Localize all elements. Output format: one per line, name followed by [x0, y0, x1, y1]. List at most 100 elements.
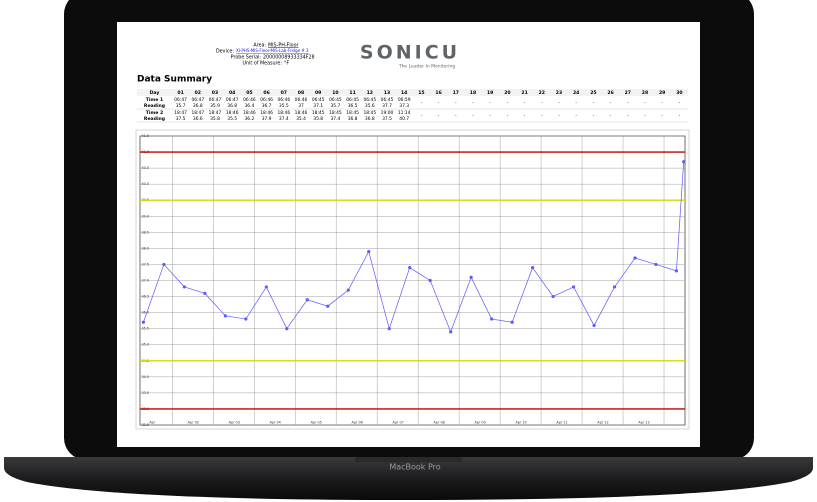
- data-point: [490, 317, 493, 320]
- table-cell: 06:45: [329, 97, 342, 103]
- table-cell: 40.7: [399, 116, 409, 122]
- table-cell: 06:47: [209, 97, 222, 103]
- table-header-cell: 22: [539, 90, 545, 96]
- table-header-cell: 11: [349, 90, 355, 96]
- table-header-cell: 30: [676, 90, 682, 96]
- table-row-label: Time 1: [146, 97, 163, 103]
- data-point: [682, 160, 685, 163]
- x-tick-label: Apr 11: [556, 421, 567, 425]
- y-tick-label: 38.0: [142, 246, 150, 250]
- table-cell: 35.4: [296, 116, 306, 122]
- data-point: [183, 285, 186, 288]
- y-tick-label: 35.0: [142, 343, 150, 347]
- table-cell: 36.8: [227, 103, 237, 109]
- x-tick-label: Apr 04: [270, 421, 281, 425]
- table-cell: 18:47: [191, 110, 204, 116]
- table-cell: 36.6: [193, 116, 203, 122]
- table-cell: 37.1: [313, 103, 323, 109]
- table-row-label: Reading: [144, 103, 165, 109]
- table-cell: 06:45: [312, 97, 325, 103]
- x-tick-label: Apr 02: [188, 421, 199, 425]
- y-tick-label: 36.5: [142, 295, 150, 299]
- table-row-label: Time 2: [146, 110, 163, 116]
- data-point: [142, 321, 145, 324]
- table-cell: 06:46: [295, 97, 308, 103]
- table-cell: 06:47: [174, 97, 187, 103]
- device-label: Device:: [216, 49, 234, 55]
- table-header-cell: 25: [590, 90, 596, 96]
- y-tick-label: 40.5: [142, 166, 150, 170]
- table-cell: 36.8: [193, 103, 203, 109]
- trackpad-notch: [355, 457, 462, 462]
- table-header-cell: Day: [150, 90, 160, 96]
- table-header-cell: 06: [263, 90, 269, 96]
- table-cell: 06:46: [243, 97, 256, 103]
- table-cell: 35.5: [279, 103, 289, 109]
- table-header-cell: 24: [573, 90, 579, 96]
- table-cell: 37: [298, 103, 304, 109]
- device-link[interactable]: XI-PHS-MIS-Floor-MIS-Lab-Fridge # 3: [236, 48, 309, 53]
- table-header-cell: 17: [453, 90, 459, 96]
- y-tick-label: 34.0: [142, 375, 150, 379]
- table-cell: 11:14: [398, 110, 411, 116]
- page: {"screen":{"area_label":"Area:","area":"…: [0, 0, 817, 502]
- table-cell: 35.8: [313, 116, 323, 122]
- y-tick-label: 36.0: [142, 311, 150, 315]
- data-point: [388, 327, 391, 330]
- table-header-cell: 08: [298, 90, 304, 96]
- table-cell: 36.2: [245, 116, 255, 122]
- table-cell: 37.7: [382, 103, 392, 109]
- table-header-cell: 09: [315, 90, 321, 96]
- table-cell: 18:45: [312, 110, 325, 116]
- y-tick-label: 38.5: [142, 230, 150, 234]
- table-cell: 06:46: [260, 97, 273, 103]
- data-point: [613, 285, 616, 288]
- table-header-cell: 13: [384, 90, 390, 96]
- table-cell: 37.5: [176, 116, 186, 122]
- table-cell: 06:47: [226, 97, 239, 103]
- table-cell: 36.8: [365, 116, 375, 122]
- table-header-cell: 16: [435, 90, 441, 96]
- table-cell: 35.7: [331, 103, 341, 109]
- y-tick-label: 32.5: [142, 423, 150, 427]
- table-cell: 37.5: [382, 116, 392, 122]
- table-header-bg: [137, 89, 688, 96]
- data-point: [675, 269, 678, 272]
- logo-tagline: The Leader In Monitoring: [398, 64, 455, 70]
- table-cell: 35.6: [365, 103, 375, 109]
- table-cell: 36.8: [348, 116, 358, 122]
- data-point: [654, 263, 657, 266]
- x-tick-label: Apr 07: [393, 421, 404, 425]
- table-cell: 36.4: [245, 103, 255, 109]
- table-cell: 19:00: [381, 110, 394, 116]
- table-cell: 18:47: [174, 110, 187, 116]
- x-tick-label: Apr 08: [434, 421, 445, 425]
- table-cell: 35.8: [210, 116, 220, 122]
- table-cell: 35.7: [176, 103, 186, 109]
- table-header-cell: 15: [418, 90, 424, 96]
- table-cell: 18:46: [226, 110, 239, 116]
- table-cell: 18:45: [363, 110, 376, 116]
- y-tick-label: 37.5: [142, 262, 150, 266]
- table-header-cell: 26: [607, 90, 613, 96]
- data-point: [449, 330, 452, 333]
- y-tick-label: 39.0: [142, 214, 150, 218]
- table-cell: 06:45: [363, 97, 376, 103]
- data-point: [203, 292, 206, 295]
- table-header-cell: 03: [212, 90, 218, 96]
- y-tick-label: 37.0: [142, 279, 150, 283]
- data-point: [162, 263, 165, 266]
- table-header-cell: 10: [332, 90, 338, 96]
- data-point: [511, 321, 514, 324]
- table-cell: 18:46: [295, 110, 308, 116]
- data-point: [367, 250, 370, 253]
- probe-value: 20000008933334F28: [263, 55, 315, 61]
- data-point: [306, 298, 309, 301]
- section-title: Data Summary: [137, 75, 212, 85]
- data-point: [347, 289, 350, 292]
- laptop-label: MacBook Pro: [389, 463, 440, 472]
- data-point: [470, 276, 473, 279]
- data-point: [408, 266, 411, 269]
- data-point: [551, 295, 554, 298]
- table-cell: 18:46: [260, 110, 273, 116]
